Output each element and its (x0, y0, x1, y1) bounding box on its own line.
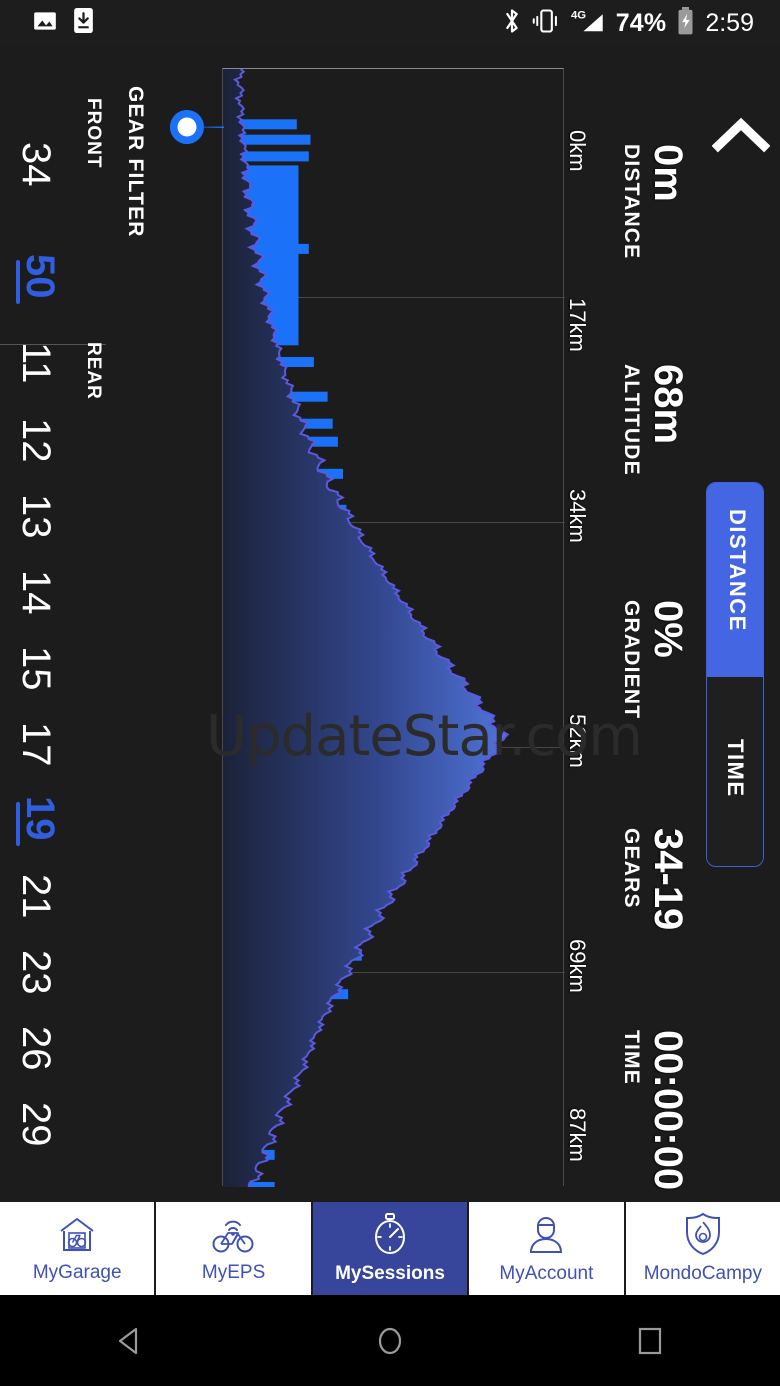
axis-mode-toggle[interactable]: DISTANCE TIME (706, 482, 764, 867)
nav-label-myeps: MyEPS (201, 1262, 266, 1283)
status-bar-left-icons (32, 7, 95, 39)
rear-gear-11[interactable]: 11 (14, 342, 58, 384)
stopwatch-icon (367, 1212, 413, 1261)
rear-gear-29[interactable]: 29 (14, 1102, 58, 1147)
home-button[interactable] (362, 1313, 418, 1369)
tick-label-0km: 0km (565, 130, 590, 172)
rear-gear-15[interactable]: 15 (14, 646, 58, 691)
chart-canvas (223, 69, 510, 1187)
nav-item-myeps[interactable]: MyEPS (156, 1202, 313, 1295)
clock-label: 2:59 (705, 8, 754, 37)
stat-time-value: 00:00:00 (646, 1030, 690, 1191)
gridline-69km (223, 972, 565, 973)
bike-wifi-icon (208, 1213, 260, 1260)
nav-item-myaccount[interactable]: MyAccount (469, 1202, 626, 1295)
gear-filter-panel: GEAR FILTER FRONT 34 50 REAR 11 12 13 14… (0, 46, 160, 1202)
front-group-label: FRONT (83, 98, 104, 169)
elevation-line (232, 69, 510, 1187)
gear-filter-divider (0, 344, 106, 345)
stat-distance-label: DISTANCE (620, 144, 643, 260)
battery-percent-label: 74% (615, 8, 667, 37)
rear-gear-19-indicator (16, 802, 20, 846)
toggle-option-distance[interactable]: DISTANCE (707, 483, 763, 677)
nav-label-myaccount: MyAccount (499, 1263, 594, 1284)
nav-item-mysessions[interactable]: MySessions (312, 1202, 470, 1295)
rear-gear-23[interactable]: 23 (14, 950, 58, 995)
toggle-option-time[interactable]: TIME (707, 677, 763, 866)
position-marker-icon[interactable] (166, 106, 228, 148)
tick-label-17km: 17km (565, 298, 590, 352)
back-button[interactable] (102, 1313, 158, 1369)
download-icon (72, 7, 95, 39)
rear-gear-12[interactable]: 12 (14, 418, 58, 463)
tick-label-34km: 34km (565, 489, 590, 543)
person-icon (525, 1212, 567, 1261)
rear-group-label: REAR (83, 342, 104, 400)
stat-altitude-label: ALTITUDE (620, 364, 643, 476)
tick-label-69km: 69km (565, 939, 590, 993)
gear-usage-bar (225, 243, 309, 254)
android-navigation-bar (0, 1295, 780, 1386)
gear-usage-bar (225, 119, 297, 130)
nav-label-mysessions: MySessions (335, 1263, 445, 1284)
stat-gears-label: GEARS (620, 828, 643, 909)
nav-item-mygarage[interactable]: MyGarage (0, 1202, 157, 1295)
gear-filter-title: GEAR FILTER (124, 86, 147, 238)
svg-text:4G: 4G (571, 9, 586, 21)
front-gear-34[interactable]: 34 (14, 142, 58, 187)
chevron-up-icon[interactable] (711, 112, 771, 158)
garage-bike-icon (55, 1213, 99, 1260)
toggle-time-label: TIME (723, 739, 748, 798)
vibrate-icon (532, 8, 560, 39)
shield-flame-icon (682, 1212, 724, 1261)
elevation-profile-chart[interactable] (222, 68, 565, 1187)
front-gear-50-indicator (16, 260, 20, 304)
session-detail-screen: GEAR FILTER FRONT 34 50 REAR 11 12 13 14… (0, 46, 780, 1202)
image-icon (32, 8, 58, 39)
recents-button[interactable] (622, 1313, 678, 1369)
front-gear-50[interactable]: 50 (18, 254, 62, 299)
rear-gear-13[interactable]: 13 (14, 494, 58, 539)
tick-label-87km: 87km (565, 1108, 590, 1162)
status-bar: 4G 74% 2:59 (0, 0, 780, 46)
toggle-distance-label: DISTANCE (725, 509, 750, 632)
stat-distance-value: 0m (646, 144, 690, 202)
rear-gear-19[interactable]: 19 (18, 796, 62, 841)
gridline-17km (223, 297, 565, 298)
gear-usage-bar (225, 134, 311, 145)
stat-gradient-value: 0% (646, 600, 690, 658)
gridline-34km (223, 522, 565, 523)
elevation-fill (223, 69, 508, 1187)
nav-label-mygarage: MyGarage (32, 1262, 122, 1283)
rear-gear-14[interactable]: 14 (14, 570, 58, 615)
tick-label-52km: 52km (565, 714, 590, 768)
stat-gradient-label: GRADIENT (620, 600, 643, 720)
battery-charging-icon (677, 6, 694, 40)
gear-usage-bar (225, 151, 309, 162)
status-bar-right-icons: 4G 74% 2:59 (503, 6, 754, 40)
nav-label-mondocampy: MondoCampy (643, 1263, 762, 1284)
stat-time-label: TIME (620, 1030, 643, 1085)
rear-gear-26[interactable]: 26 (14, 1026, 58, 1071)
rear-gear-17[interactable]: 17 (14, 722, 58, 767)
bluetooth-icon (503, 7, 521, 40)
stat-altitude-value: 68m (646, 364, 690, 445)
stat-gears-value: 34-19 (646, 828, 690, 931)
rear-gear-21[interactable]: 21 (14, 874, 58, 919)
bottom-navigation-bar: MyGarage MyEPS (0, 1202, 780, 1295)
signal-4g-icon: 4G (571, 7, 605, 40)
nav-item-mondocampy[interactable]: MondoCampy (625, 1202, 780, 1295)
